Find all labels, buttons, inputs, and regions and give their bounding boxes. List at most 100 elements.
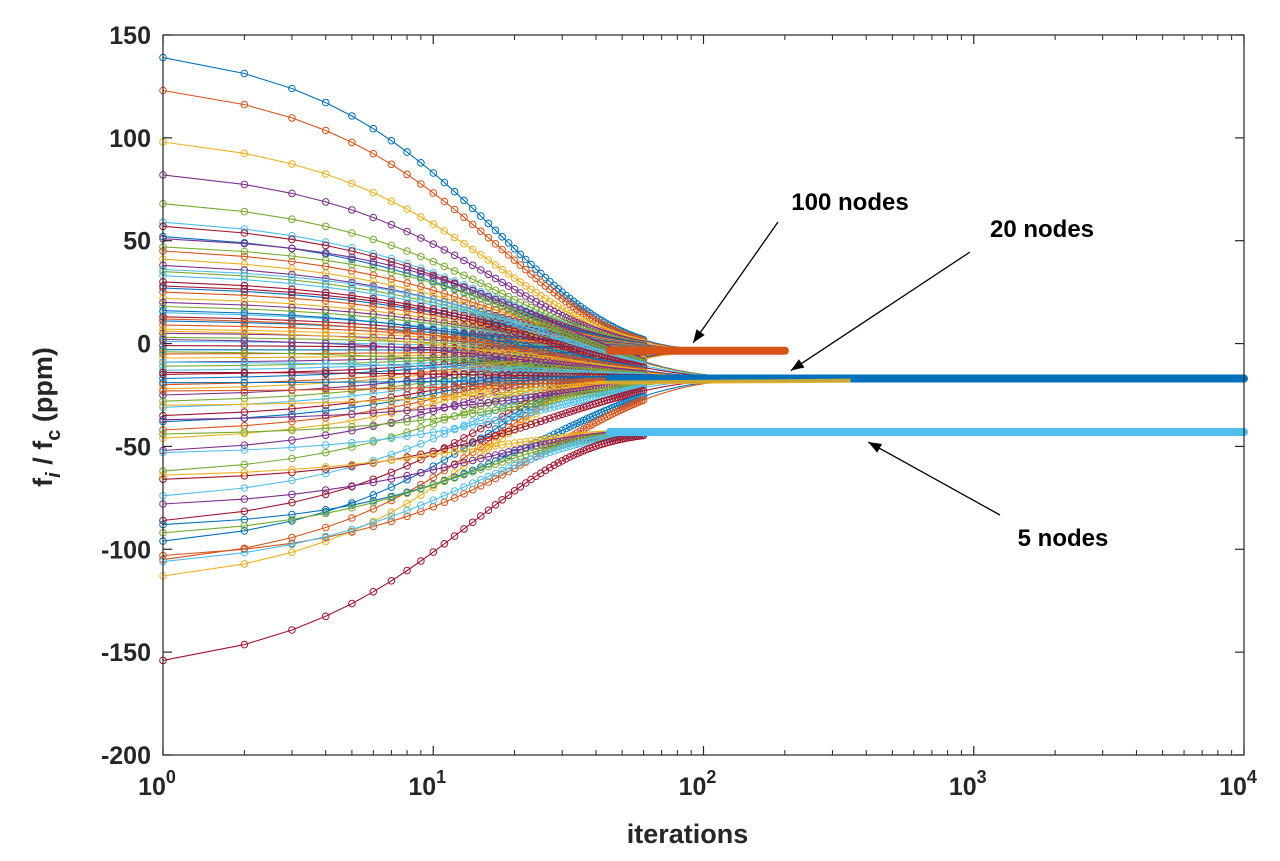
data-point: [460, 446, 468, 455]
data-point: [541, 397, 550, 406]
data-point: [403, 369, 411, 378]
data-point: [321, 532, 330, 541]
data-point: [554, 326, 563, 334]
series-line-20-nodes-2: [162, 268, 1244, 380]
data-point: [348, 410, 356, 419]
data-point: [288, 288, 296, 297]
data-point: [387, 450, 396, 459]
data-point: [288, 338, 296, 347]
data-point: [541, 320, 550, 329]
data-point: [477, 435, 485, 444]
data-point: [532, 407, 540, 415]
data-point: [450, 532, 459, 540]
data-point: [348, 422, 356, 431]
data-point: [516, 278, 525, 286]
data-point: [440, 262, 449, 271]
data-point: [321, 612, 330, 621]
data-point: [440, 282, 449, 291]
data-point: [522, 401, 530, 409]
data-point: [321, 222, 330, 231]
data-point: [537, 363, 545, 372]
data-point: [566, 442, 574, 451]
data-point: [450, 251, 459, 260]
data-point: [321, 98, 330, 107]
data-point: [348, 206, 356, 214]
annotation-label: 20 nodes: [990, 216, 1094, 243]
data-point: [504, 409, 513, 418]
data-point: [558, 336, 567, 344]
data-point: [546, 364, 554, 372]
data-point: [550, 324, 558, 333]
data-point: [288, 381, 296, 389]
data-point: [417, 345, 425, 354]
data-point: [369, 397, 378, 405]
data-point: [369, 588, 378, 596]
data-point: [369, 458, 378, 467]
data-point: [240, 305, 249, 313]
data-point: [477, 465, 485, 473]
data-point: [240, 239, 249, 248]
data-point: [477, 294, 485, 303]
data-point: [522, 479, 530, 487]
data-point: [348, 340, 356, 349]
data-point: [369, 149, 378, 158]
data-point: [527, 260, 535, 269]
data-point: [288, 410, 296, 419]
data-point: [387, 403, 396, 412]
data-point: [516, 261, 525, 269]
data-point: [527, 443, 535, 451]
data-point: [546, 322, 554, 331]
data-point: [429, 315, 438, 323]
data-point: [403, 395, 411, 404]
data-point: [348, 369, 356, 378]
data-point: [321, 424, 330, 433]
data-point: [369, 369, 378, 378]
data-point: [321, 411, 330, 420]
data-point: [417, 356, 425, 365]
data-point: [321, 291, 330, 300]
data-point: [321, 486, 330, 494]
data-point: [369, 385, 378, 393]
data-point: [558, 328, 567, 336]
data-point: [450, 474, 459, 482]
data-point: [498, 303, 507, 311]
data-point: [387, 456, 396, 465]
data-point: [240, 394, 249, 403]
data-point: [417, 557, 425, 565]
data-point: [369, 361, 378, 369]
data-point: [417, 452, 425, 461]
data-point: [348, 385, 356, 394]
data-point: [348, 528, 356, 536]
data-point: [573, 346, 581, 354]
data-point: [450, 320, 459, 329]
data-point: [477, 382, 485, 390]
data-point: [498, 245, 507, 254]
data-point: [541, 466, 550, 475]
data-point: [484, 506, 493, 515]
data-point: [348, 280, 356, 288]
data-point: [532, 419, 540, 427]
data-point: [484, 219, 493, 228]
data-point: [558, 341, 567, 350]
data-point: [429, 420, 438, 428]
data-point: [429, 377, 438, 386]
data-point: [417, 403, 425, 411]
data-point: [468, 286, 477, 295]
data-point: [369, 297, 378, 305]
data-point: [537, 417, 545, 426]
data-point: [527, 400, 535, 408]
data-point: [562, 400, 570, 408]
data-point: [240, 269, 249, 278]
data-point: [417, 416, 425, 425]
data-point: [321, 126, 330, 135]
data-point: [516, 355, 525, 364]
data-point: [639, 396, 648, 404]
data-point: [477, 346, 485, 354]
data-point: [527, 332, 535, 341]
data-point: [240, 329, 249, 337]
data-point: [537, 335, 545, 344]
data-point: [546, 414, 554, 423]
data-point: [321, 385, 330, 394]
data-point: [484, 347, 493, 355]
